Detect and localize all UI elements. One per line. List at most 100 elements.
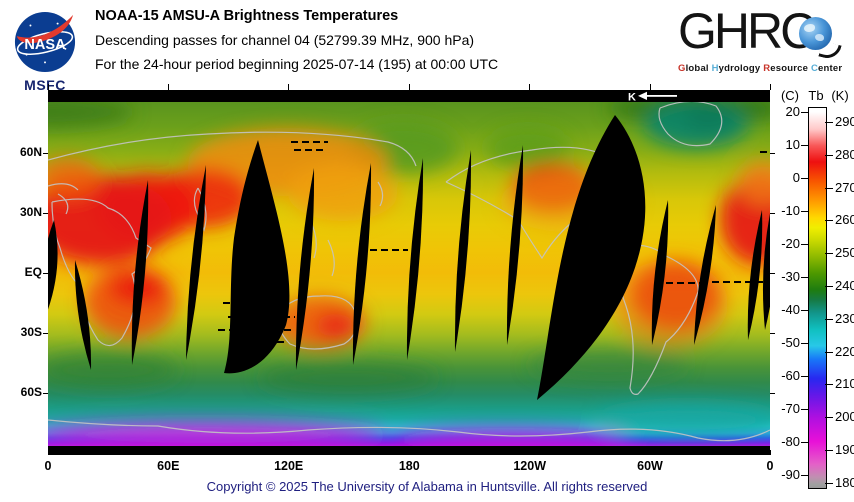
channel-subtitle: Descending passes for channel 04 (52799.… [95,32,475,48]
colorbar-kelvin-tick [825,450,833,451]
lon-tick-top [529,84,531,90]
swath-marker: K [628,92,677,104]
colorbar-celsius-tick [801,310,808,311]
lon-tick-top [769,84,771,90]
lat-tick-right [770,153,775,154]
colorbar-kelvin-tick [825,417,833,419]
orbit-gap [224,140,290,374]
colorbar-kelvin-label: 290 [835,114,854,129]
colorbar-kelvin-label: 250 [835,245,854,261]
colorbar-kelvin-tick [825,384,833,386]
orbit-gap [74,260,92,370]
orbit-gap [406,158,424,360]
colorbar-celsius-tick [801,343,808,344]
lon-tick-top [167,84,169,90]
colorbar-kelvin-tick [825,351,833,353]
lon-tick-top [408,84,410,90]
ghrc-tagline-initial: G [678,63,686,74]
lon-tick-bottom [408,450,410,455]
colorbar-kelvin-tick [825,482,833,484]
map-lat-label: 30N [19,205,42,219]
lat-tick-left [43,273,48,274]
colorbar-kelvin-label: 180 [835,474,854,490]
ghrc-letters: GHR [678,3,783,59]
colorbar [808,107,827,489]
ghrc-tagline-word: esource [770,63,811,74]
left-arrow-icon [638,91,647,100]
colorbar-celsius-label: 0 [792,170,800,185]
map-lon-label: 0 [44,459,52,473]
ghrc-tagline-initial: C [810,63,819,74]
colorbar-kelvin-label: 260 [835,212,854,228]
colorbar-celsius-tick [801,277,808,278]
lon-tick-bottom [769,450,771,455]
lon-tick-bottom [649,450,651,455]
orbit-gap [352,163,372,365]
nasa-msfc-label: MSFC [24,77,66,93]
colorbar-celsius-label: -70 [781,401,800,416]
colorbar-celsius-tick [801,112,808,113]
colorbar-kelvin-tick [825,154,833,156]
ghrc-logo: GHRC Global Hydrology Resource Center [678,4,848,74]
colorbar-celsius-label: -10 [781,203,800,218]
orbit-gap [537,115,646,400]
swath-marker-label: K [628,92,636,104]
colorbar-celsius-label: -30 [781,269,800,284]
brightness-temperature-map: K [48,90,770,455]
globe-icon [799,17,832,50]
lon-tick-bottom [47,450,49,455]
lon-tick-top [288,84,290,90]
colorbar-celsius-tick [801,376,808,377]
map-lon-label: 180 [398,459,420,473]
colorbar-unit-tb: Tb [808,88,824,103]
orbit-gap [186,165,206,360]
colorbar-kelvin-label: 210 [835,376,854,392]
orbit-gap [694,205,716,345]
colorbar-kelvin-tick [825,286,833,287]
orbit-gap [651,200,669,345]
ghrc-tagline: Global Hydrology Resource Center [678,63,848,74]
colorbar-kelvin-tick [825,122,833,123]
colorbar-celsius-tick [801,475,808,476]
lon-tick-bottom [529,450,531,455]
colorbar-unit-celsius: (C) [780,88,800,103]
polar-gap-north [48,90,770,102]
orbit-gap [48,220,58,310]
colorbar-celsius-tick [801,409,808,410]
map-lat-label: EQ [24,265,42,279]
map-lon-label: 60W [637,459,663,473]
coastlines [48,100,770,442]
globe-stand-icon [818,40,842,62]
orbit-gap [295,168,315,370]
ghrc-tagline-word: lobal [685,63,712,74]
colorbar-kelvin-tick [825,318,833,320]
colorbar-celsius-tick [801,244,808,245]
colorbar-kelvin-label: 270 [835,179,854,195]
orbit-gap [747,210,763,340]
nasa-wordmark: NASA [24,37,66,53]
colorbar-kelvin-label: 280 [835,146,854,162]
lat-tick-right [770,333,775,334]
lat-tick-right [770,213,775,214]
ghrc-tagline-word: ydrology [718,63,764,74]
ghrc-tagline-word: enter [818,63,843,74]
orbit-gap [763,213,770,330]
colorbar-kelvin-tick [825,187,833,189]
colorbar-kelvin-label: 220 [835,343,854,359]
colorbar-celsius-label: -50 [781,335,800,350]
map-lon-label: 120E [274,459,304,473]
colorbar-kelvin-tick [825,220,833,222]
colorbar-celsius-tick [801,211,808,212]
nasa-meatball-icon: NASA [14,11,76,73]
colorbar-kelvin-label: 230 [835,310,854,326]
lon-tick-top [47,84,49,90]
colorbar-celsius-label: -20 [781,236,800,251]
colorbar-kelvin-label: 190 [835,442,854,457]
ghrc-wordmark: GHRC [678,3,848,62]
colorbar-celsius-label: -40 [781,302,800,317]
lon-tick-bottom [167,450,169,455]
lat-tick-right [770,393,775,394]
orbit-gaps-layer [48,115,770,400]
colorbar-celsius-label: 20 [785,104,800,119]
colorbar-kelvin-label: 200 [835,409,854,425]
